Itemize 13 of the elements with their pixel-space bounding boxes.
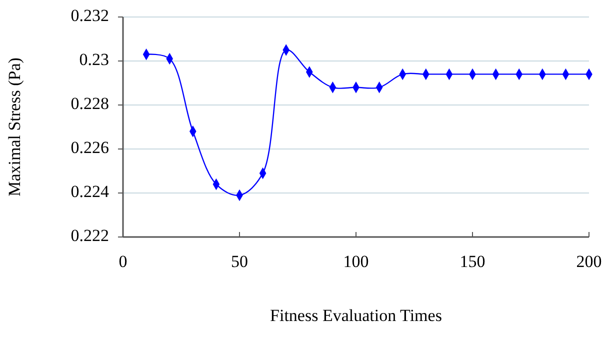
y-tick-label: 0.224	[70, 182, 110, 201]
y-tick-label: 0.23	[79, 50, 109, 69]
y-tick-label: 0.232	[70, 6, 109, 25]
y-tick-label: 0.228	[70, 94, 109, 113]
x-tick-label: 150	[460, 252, 486, 271]
x-tick-label: 0	[118, 252, 128, 271]
x-tick-label: 50	[231, 252, 248, 271]
x-axis-title: Fitness Evaluation Times	[270, 306, 442, 325]
x-tick-label: 100	[343, 252, 369, 271]
y-axis-title: Maximal Stress (Pa)	[5, 58, 24, 196]
y-tick-label: 0.222	[70, 226, 109, 245]
x-tick-label: 200	[576, 252, 602, 271]
y-tick-label: 0.226	[70, 138, 109, 157]
